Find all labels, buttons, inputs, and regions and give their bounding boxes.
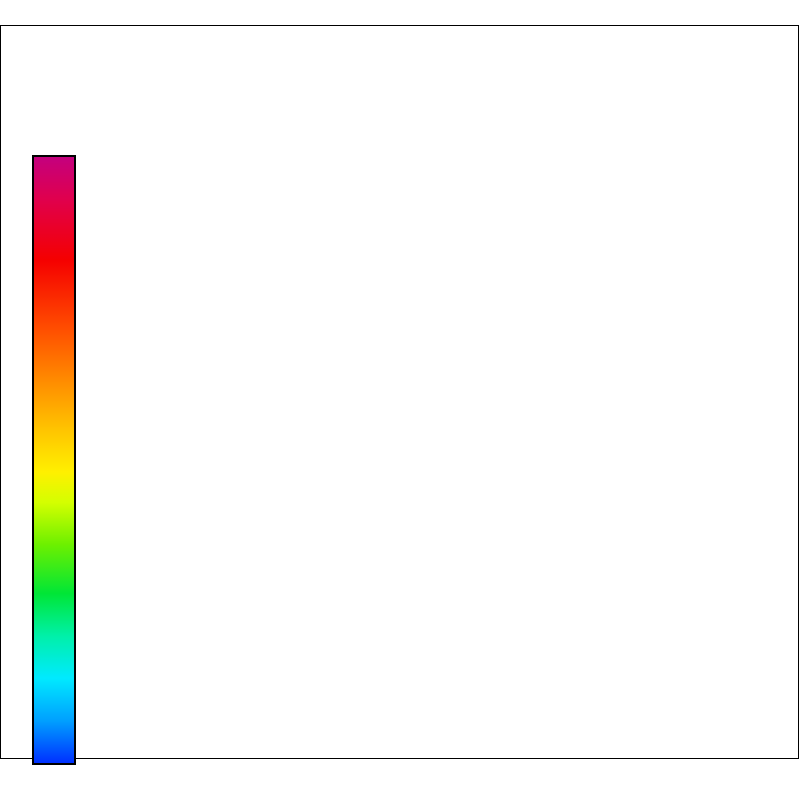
colorbar-gradient xyxy=(32,155,76,765)
map-plot-area[interactable] xyxy=(0,25,800,760)
colorbar xyxy=(32,155,76,765)
wind-vector-arrows xyxy=(0,25,800,760)
